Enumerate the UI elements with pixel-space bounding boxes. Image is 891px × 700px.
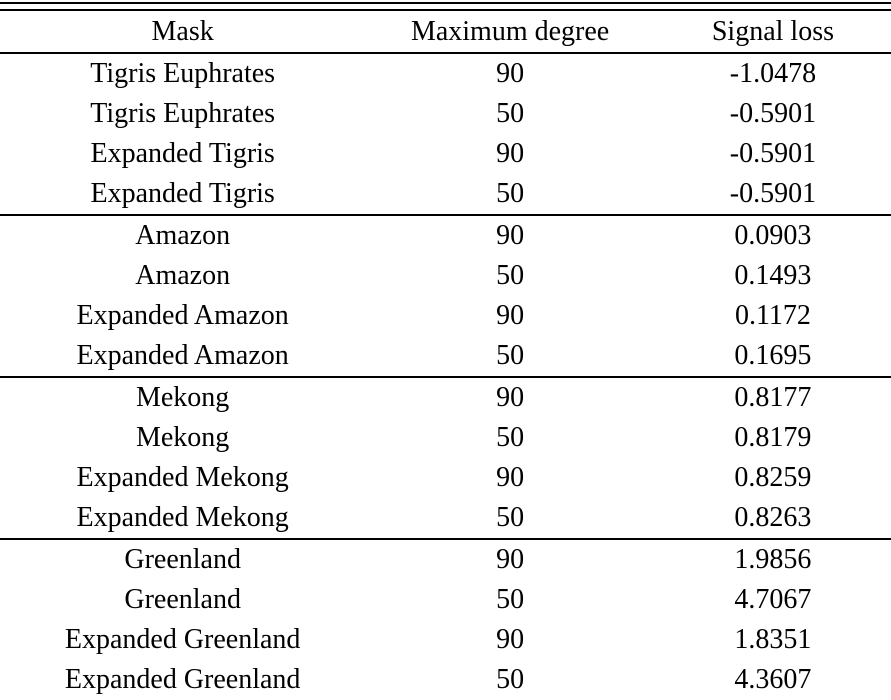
cell-signal-loss: 0.1695 [734, 340, 812, 371]
table-row: Greenland 90 1.9856 [0, 539, 891, 580]
column-header-signal-loss: Signal loss [654, 11, 891, 54]
header-row: Mask Maximum degree Signal loss [0, 11, 891, 54]
cell-signal-loss: -0.5901 [729, 178, 817, 209]
cell-mask: Tigris Euphrates [90, 58, 276, 89]
cell-degree: 90 [496, 138, 525, 169]
cell-signal-loss: -0.5901 [729, 98, 817, 129]
cell-degree: 50 [496, 584, 525, 615]
table-row: Amazon 50 0.1493 [0, 256, 891, 296]
table-row: Expanded Tigris 90 -0.5901 [0, 134, 891, 174]
cell-signal-loss: 0.0903 [734, 220, 812, 251]
table-row: Expanded Amazon 50 0.1695 [0, 336, 891, 377]
table-row: Mekong 50 0.8179 [0, 418, 891, 458]
cell-mask: Expanded Tigris [90, 138, 275, 169]
cell-degree: 90 [496, 462, 525, 493]
cell-degree: 90 [496, 544, 525, 575]
table-row: Expanded Tigris 50 -0.5901 [0, 174, 891, 215]
cell-degree: 90 [496, 220, 525, 251]
cell-signal-loss: 0.1172 [734, 300, 811, 331]
cell-degree: 50 [496, 260, 525, 291]
table-group-mekong: Mekong 90 0.8177 Mekong 50 0.8179 Expand… [0, 377, 891, 539]
cell-signal-loss: -1.0478 [729, 58, 817, 89]
cell-signal-loss: 1.9856 [734, 544, 812, 575]
table-row: Amazon 90 0.0903 [0, 215, 891, 256]
cell-signal-loss: 4.3607 [734, 664, 812, 695]
cell-degree: 50 [496, 502, 525, 533]
cell-signal-loss: 0.8177 [734, 382, 812, 413]
cell-degree: 50 [496, 178, 525, 209]
table-row: Tigris Euphrates 50 -0.5901 [0, 94, 891, 134]
table-row: Expanded Amazon 90 0.1172 [0, 296, 891, 336]
cell-degree: 50 [496, 98, 525, 129]
cell-degree: 50 [496, 340, 525, 371]
signal-loss-table: Mask Maximum degree Signal loss Tigris E… [0, 11, 891, 700]
cell-degree: 90 [496, 58, 525, 89]
column-header-maximum-degree: Maximum degree [365, 11, 655, 54]
cell-mask: Mekong [135, 422, 230, 453]
cell-signal-loss: 1.8351 [734, 624, 812, 655]
cell-signal-loss: 0.8259 [734, 462, 812, 493]
cell-mask: Expanded Mekong [76, 462, 289, 493]
cell-mask: Greenland [124, 584, 241, 615]
cell-mask: Amazon [135, 260, 231, 291]
cell-mask: Greenland [124, 544, 241, 575]
cell-degree: 90 [496, 300, 525, 331]
table-group-tigris: Tigris Euphrates 90 -1.0478 Tigris Euphr… [0, 53, 891, 215]
table-group-greenland: Greenland 90 1.9856 Greenland 50 4.7067 … [0, 539, 891, 700]
table-row: Expanded Mekong 50 0.8263 [0, 498, 891, 539]
table-row: Greenland 50 4.7067 [0, 580, 891, 620]
cell-degree: 90 [496, 382, 525, 413]
cell-mask: Amazon [135, 220, 231, 251]
table-row: Expanded Greenland 90 1.8351 [0, 620, 891, 660]
table-group-amazon: Amazon 90 0.0903 Amazon 50 0.1493 Expand… [0, 215, 891, 377]
cell-mask: Tigris Euphrates [90, 98, 276, 129]
top-double-rule [0, 2, 891, 11]
cell-degree: 50 [496, 422, 525, 453]
cell-mask: Expanded Tigris [90, 178, 275, 209]
table-row: Expanded Greenland 50 4.3607 [0, 660, 891, 700]
cell-mask: Expanded Greenland [64, 664, 301, 695]
column-header-mask: Mask [0, 11, 366, 54]
table-row: Mekong 90 0.8177 [0, 377, 891, 418]
cell-mask: Expanded Amazon [76, 340, 289, 371]
cell-signal-loss: 0.8263 [734, 502, 812, 533]
cell-signal-loss: 0.8179 [734, 422, 812, 453]
cell-degree: 50 [496, 664, 525, 695]
cell-mask: Expanded Greenland [64, 624, 301, 655]
cell-mask: Expanded Mekong [76, 502, 289, 533]
cell-degree: 90 [496, 624, 525, 655]
cell-mask: Expanded Amazon [76, 300, 289, 331]
cell-signal-loss: -0.5901 [729, 138, 817, 169]
table-row: Expanded Mekong 90 0.8259 [0, 458, 891, 498]
table-header: Mask Maximum degree Signal loss [0, 11, 891, 54]
cell-mask: Mekong [135, 382, 230, 413]
cell-signal-loss: 4.7067 [734, 584, 812, 615]
table-row: Tigris Euphrates 90 -1.0478 [0, 53, 891, 94]
cell-signal-loss: 0.1493 [734, 260, 812, 291]
